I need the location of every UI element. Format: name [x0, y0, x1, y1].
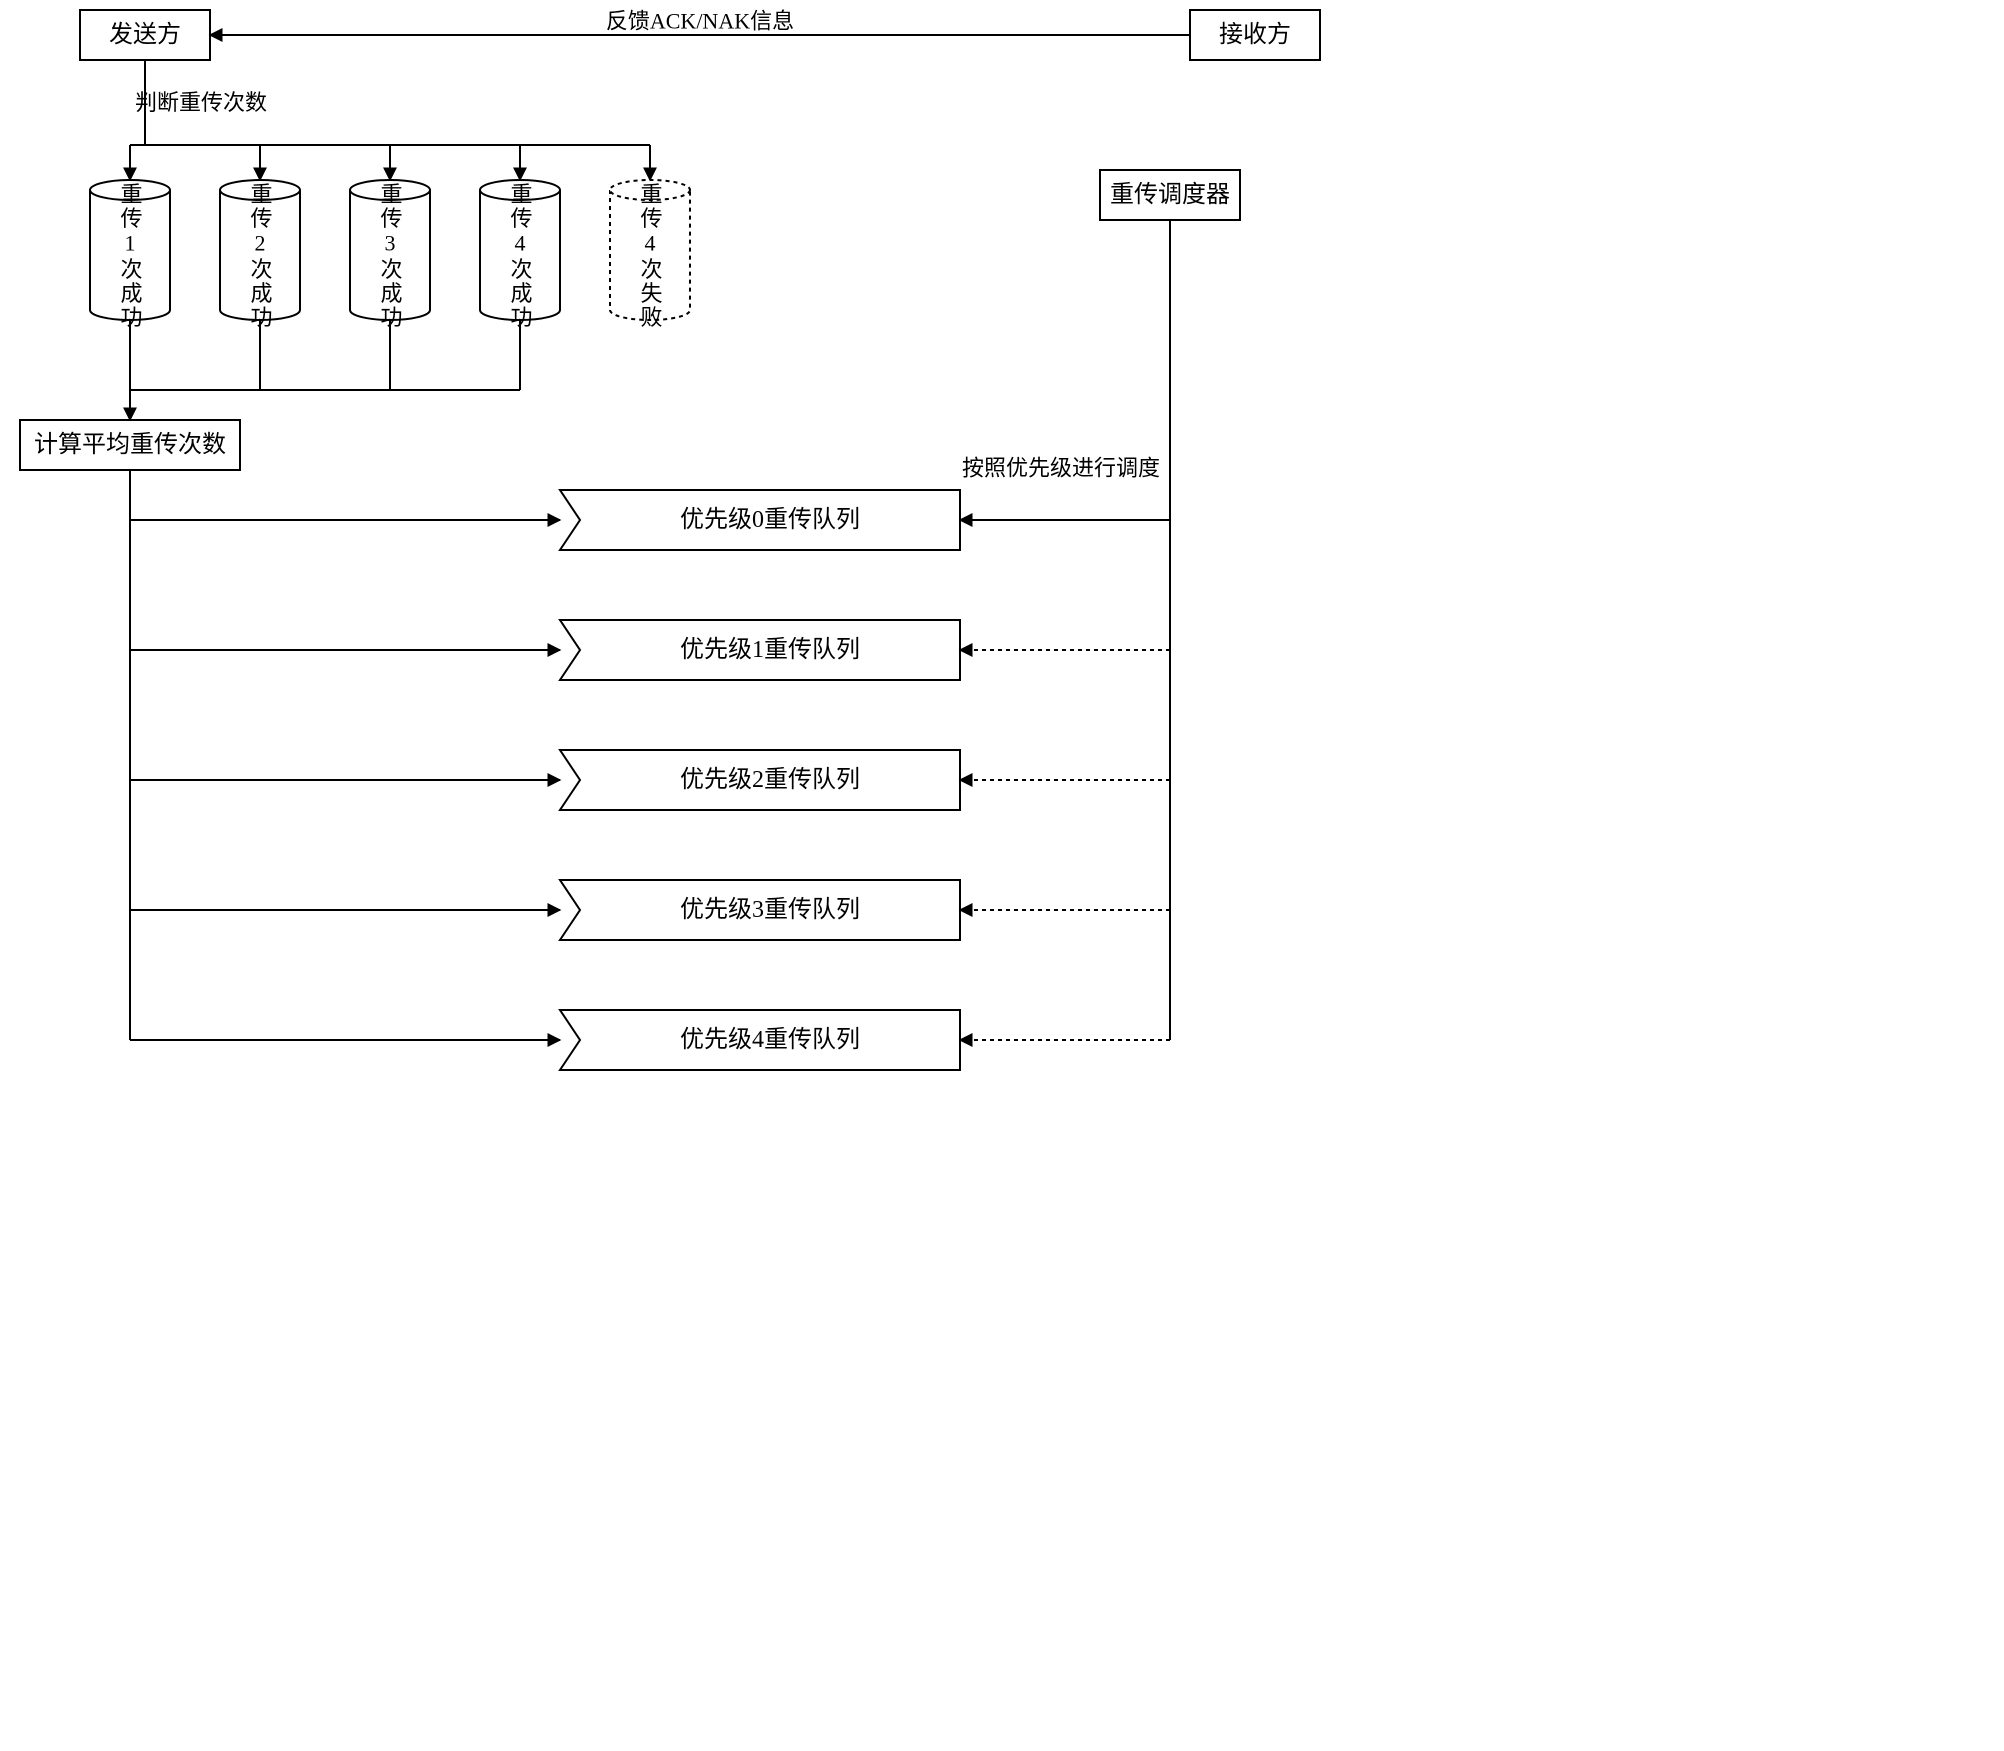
queue-1-label: 优先级1重传队列 [680, 636, 860, 663]
cylinder-label: 重传2次成功 [248, 183, 273, 330]
sender-box-label: 发送方 [109, 21, 181, 48]
cylinder-label: 重传1次成功 [118, 183, 143, 330]
queue-4-label: 优先级4重传队列 [680, 1026, 860, 1053]
queue-2-label: 优先级2重传队列 [680, 766, 860, 793]
priority-schedule-label: 按照优先级进行调度 [962, 456, 1160, 481]
cylinder-label: 重传4次失败 [638, 183, 663, 330]
feedback-label: 反馈ACK/NAK信息 [606, 9, 794, 34]
receiver-box-label: 接收方 [1219, 21, 1291, 48]
calc-box-label: 计算平均重传次数 [34, 431, 226, 458]
cylinder-label: 重传4次成功 [508, 183, 533, 330]
cylinder-label: 重传3次成功 [378, 183, 403, 330]
queue-3-label: 优先级3重传队列 [680, 896, 860, 923]
queue-0-label: 优先级0重传队列 [680, 506, 860, 533]
scheduler-box-label: 重传调度器 [1110, 181, 1230, 208]
judge-label: 判断重传次数 [135, 90, 267, 115]
